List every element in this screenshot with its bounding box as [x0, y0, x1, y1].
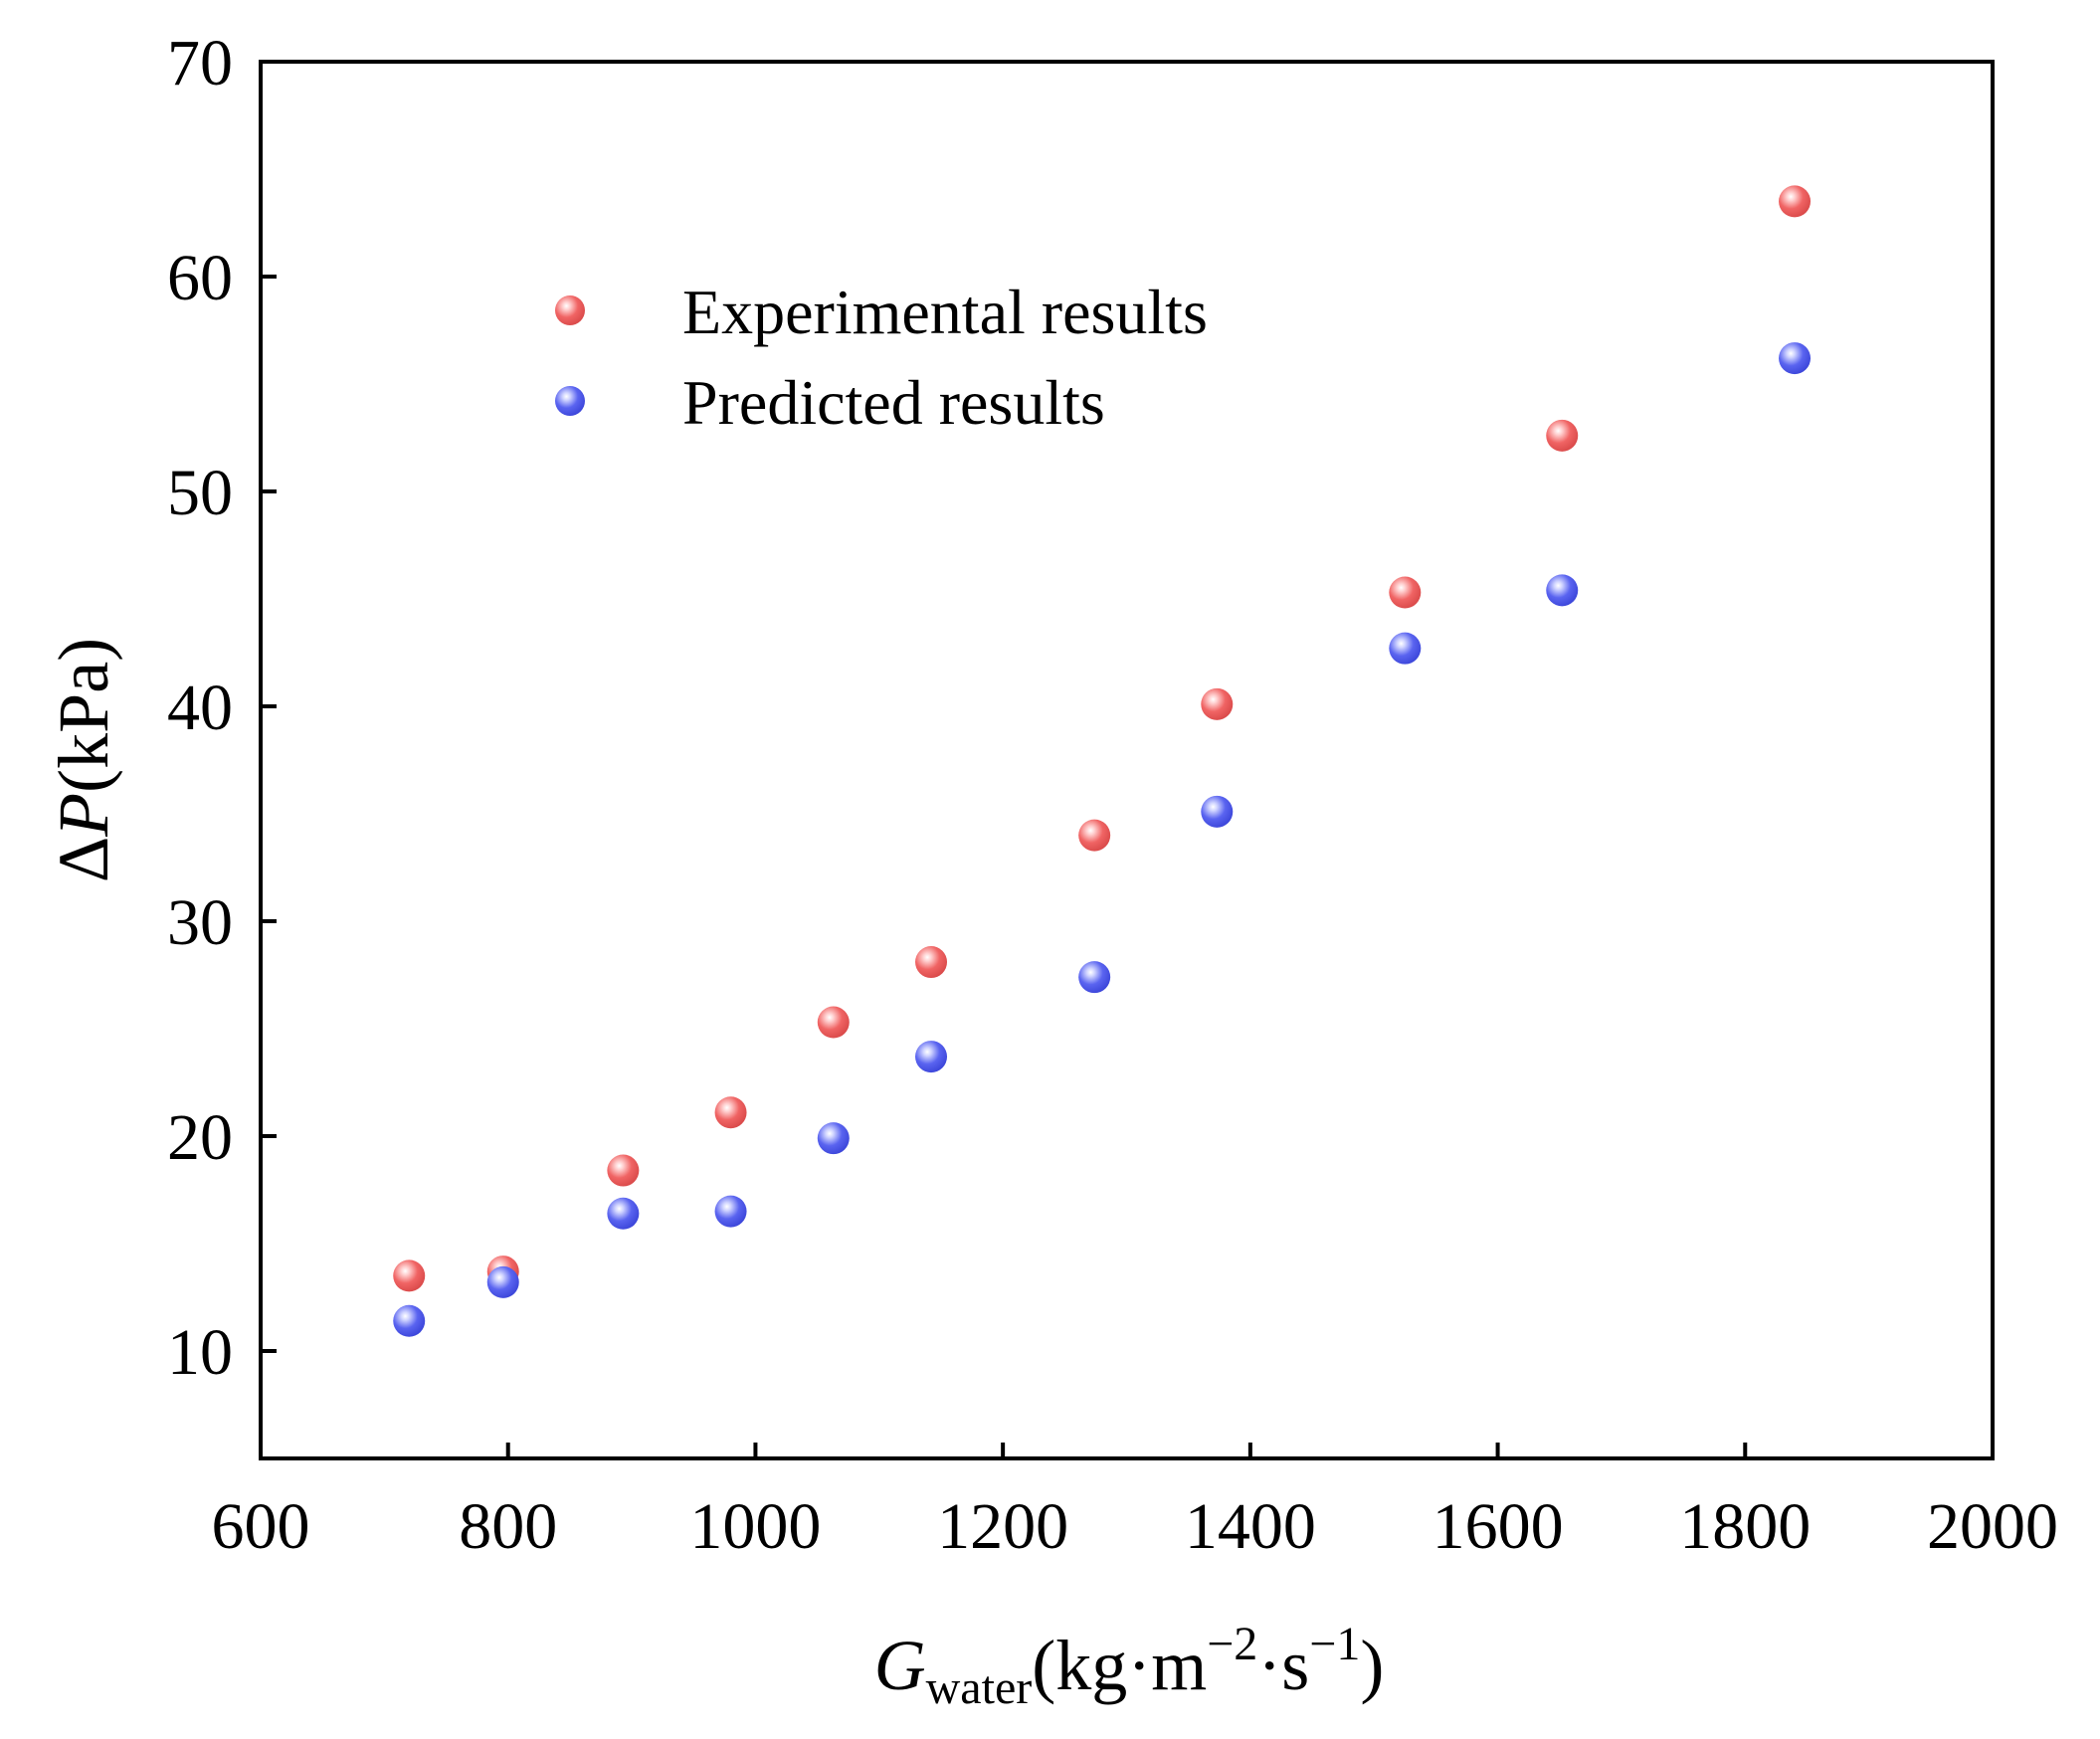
y-axis-title: ΔP(kPa)	[44, 638, 123, 882]
y-tick-label: 10	[167, 1316, 233, 1389]
data-point	[393, 1304, 426, 1337]
data-point	[1546, 574, 1579, 607]
data-point	[915, 1041, 948, 1073]
data-point	[817, 1122, 850, 1155]
y-tick-label: 20	[167, 1101, 233, 1174]
legend: Experimental results Predicted results	[555, 277, 1208, 438]
x-tick-label: 1200	[937, 1490, 1068, 1563]
series-experimental	[393, 185, 1812, 1292]
data-point	[607, 1154, 640, 1187]
data-point	[714, 1096, 747, 1129]
data-point	[1201, 795, 1234, 828]
x-tick-label: 800	[459, 1490, 557, 1563]
data-point	[1389, 632, 1422, 665]
axis-ticks: 600 800 1000 1200 1400 1600 1800 2000 10 20 30 40 50…	[167, 27, 2058, 1563]
y-tick-label: 50	[167, 457, 233, 529]
data-point	[817, 1006, 850, 1039]
x-tick-label: 1800	[1679, 1490, 1811, 1563]
x-tick-label: 1600	[1432, 1490, 1564, 1563]
data-point	[1389, 576, 1422, 609]
plot-frame	[259, 60, 1995, 1460]
y-tick-label: 30	[167, 886, 233, 959]
legend-marker-predicted	[555, 386, 585, 416]
legend-marker-experimental	[555, 295, 585, 325]
x-tick-label: 600	[212, 1490, 310, 1563]
y-tick-label: 60	[167, 242, 233, 314]
data-points	[393, 185, 1812, 1337]
x-tick-label: 1400	[1185, 1490, 1316, 1563]
data-point	[1078, 819, 1111, 852]
data-point	[486, 1265, 519, 1298]
data-point	[1779, 342, 1812, 375]
x-axis-title: Gwater(kg·m−2·s−1)	[874, 1618, 1385, 1714]
x-tick-label: 1000	[689, 1490, 821, 1563]
data-point	[1201, 687, 1234, 720]
data-point	[607, 1197, 640, 1230]
data-point	[1779, 185, 1812, 218]
x-tick-label: 2000	[1927, 1490, 2058, 1563]
data-point	[1078, 961, 1111, 994]
legend-label-experimental: Experimental results	[682, 277, 1208, 347]
data-point	[1546, 419, 1579, 452]
y-tick-label: 40	[167, 672, 233, 744]
y-tick-label: 70	[167, 27, 233, 99]
legend-label-predicted: Predicted results	[682, 367, 1105, 438]
data-point	[393, 1259, 426, 1292]
data-point	[915, 946, 948, 979]
data-point	[714, 1195, 747, 1228]
series-predicted	[393, 342, 1812, 1337]
